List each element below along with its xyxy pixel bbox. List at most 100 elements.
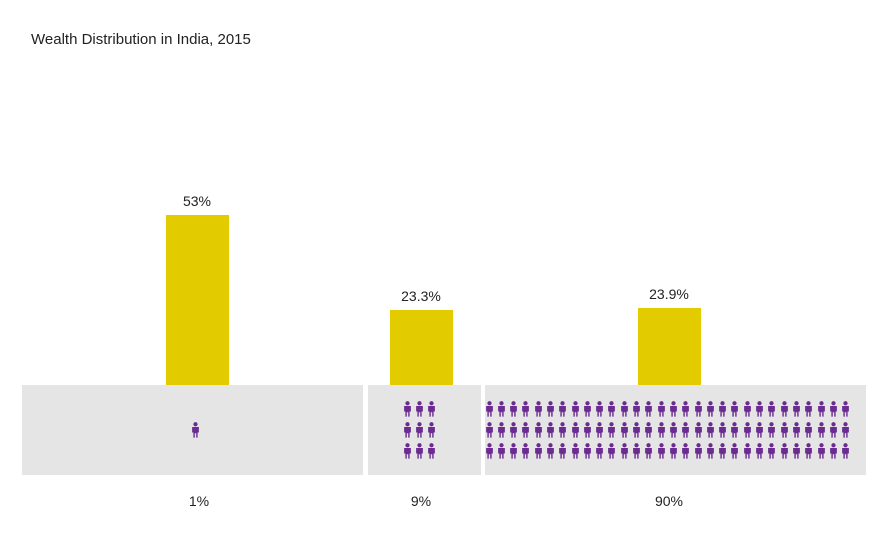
person-icon — [583, 421, 592, 438]
person-icon — [780, 400, 789, 417]
person-icon — [403, 421, 412, 438]
person-icon — [730, 400, 739, 417]
person-icon — [546, 400, 555, 417]
person-icon — [829, 421, 838, 438]
person-icon — [403, 442, 412, 459]
person-icon — [415, 421, 424, 438]
person-icon — [521, 400, 530, 417]
person-icon — [817, 421, 826, 438]
person-icon — [767, 442, 776, 459]
person-icon — [509, 442, 518, 459]
person-icon — [718, 400, 727, 417]
person-icon — [620, 400, 629, 417]
person-icon — [681, 400, 690, 417]
person-icon — [427, 421, 436, 438]
person-icon — [509, 400, 518, 417]
person-icon — [607, 400, 616, 417]
person-icon — [706, 442, 715, 459]
person-icon — [632, 442, 641, 459]
person-icon — [632, 400, 641, 417]
person-icon — [694, 400, 703, 417]
person-icon — [804, 421, 813, 438]
person-icon — [558, 442, 567, 459]
bar-1 — [165, 215, 229, 385]
person-icon — [620, 421, 629, 438]
person-icon — [583, 442, 592, 459]
person-icon — [669, 442, 678, 459]
value-label-2: 23.3% — [401, 288, 441, 305]
person-icon — [755, 421, 764, 438]
bar-2 — [389, 310, 453, 385]
chart-title: Wealth Distribution in India, 2015 — [31, 31, 251, 48]
person-icon — [817, 400, 826, 417]
person-icon — [509, 421, 518, 438]
person-icon — [817, 442, 826, 459]
person-icon — [743, 400, 752, 417]
people-grid-3 — [485, 400, 854, 464]
person-icon — [694, 442, 703, 459]
person-icon — [706, 400, 715, 417]
person-icon — [669, 421, 678, 438]
person-icon — [780, 442, 789, 459]
person-icon — [804, 400, 813, 417]
category-label-1: 1% — [188, 493, 210, 509]
person-icon — [718, 421, 727, 438]
value-label-1: 53% — [182, 193, 212, 209]
person-icon — [730, 442, 739, 459]
person-icon — [595, 442, 604, 459]
person-icon — [534, 442, 543, 459]
person-icon — [571, 421, 580, 438]
person-icon — [767, 421, 776, 438]
person-icon — [792, 442, 801, 459]
person-icon — [730, 421, 739, 438]
person-icon — [829, 400, 838, 417]
person-icon — [427, 442, 436, 459]
person-icon — [415, 400, 424, 417]
person-icon — [620, 442, 629, 459]
person-icon — [595, 400, 604, 417]
person-icon — [644, 421, 653, 438]
person-icon — [607, 421, 616, 438]
person-icon — [497, 400, 506, 417]
value-label-3: 23.9% — [649, 286, 689, 303]
person-icon — [497, 421, 506, 438]
person-icon — [657, 442, 666, 459]
person-icon — [755, 400, 764, 417]
person-icon — [427, 400, 436, 417]
person-icon — [521, 442, 530, 459]
person-icon — [534, 400, 543, 417]
person-icon — [595, 421, 604, 438]
person-icon — [583, 400, 592, 417]
person-icon — [792, 400, 801, 417]
person-icon — [841, 442, 850, 459]
person-icon — [497, 442, 506, 459]
person-icon — [706, 421, 715, 438]
person-icon — [694, 421, 703, 438]
person-icon — [632, 421, 641, 438]
person-icon — [403, 400, 412, 417]
person-icon — [485, 421, 494, 438]
people-grid-1 — [191, 421, 203, 443]
person-icon — [558, 421, 567, 438]
person-icon — [792, 421, 801, 438]
person-icon — [571, 442, 580, 459]
person-icon — [743, 442, 752, 459]
person-icon — [681, 442, 690, 459]
person-icon — [780, 421, 789, 438]
person-icon — [571, 400, 580, 417]
person-icon — [191, 421, 200, 438]
person-icon — [669, 400, 678, 417]
group-panel-2 — [368, 385, 481, 475]
person-icon — [657, 400, 666, 417]
person-icon — [718, 442, 727, 459]
person-icon — [657, 421, 666, 438]
person-icon — [743, 421, 752, 438]
person-icon — [755, 442, 764, 459]
person-icon — [644, 442, 653, 459]
person-icon — [767, 400, 776, 417]
people-grid-2 — [403, 400, 440, 464]
person-icon — [546, 442, 555, 459]
person-icon — [415, 442, 424, 459]
person-icon — [485, 442, 494, 459]
person-icon — [607, 442, 616, 459]
